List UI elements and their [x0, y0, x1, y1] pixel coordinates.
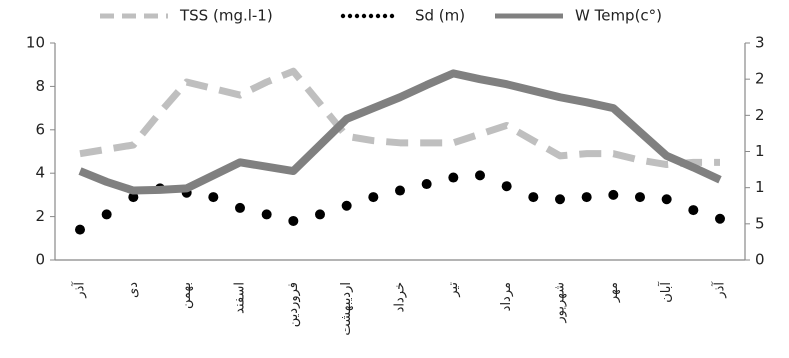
dot: [421, 179, 432, 190]
y2-tick-label: 1: [755, 142, 765, 160]
x-tick-label: اردیبهشت: [339, 282, 354, 336]
x-tick-label: دی: [126, 282, 141, 298]
x-tick-label: خرداد: [393, 282, 408, 312]
dot: [555, 194, 565, 205]
legend-symbol: [368, 13, 374, 19]
dot: [635, 192, 645, 203]
y2-tick-label: 5: [755, 214, 765, 232]
y-tick-label: 0: [35, 251, 45, 269]
dot: [395, 185, 405, 196]
y2-tick-label: 1: [755, 178, 765, 196]
dot: [75, 224, 85, 235]
x-tick-label: آذر: [711, 281, 728, 299]
x-tick-label: شهریور: [553, 282, 568, 324]
dot: [528, 192, 539, 203]
y2-tick-label: 3: [755, 34, 765, 52]
dot: [341, 200, 352, 211]
dot: [368, 192, 379, 203]
x-tick-label: آذر: [71, 281, 88, 299]
legend-label: Sd (m): [415, 7, 465, 25]
y2-tick-label: 2: [755, 106, 765, 124]
legend-symbol: [347, 13, 353, 19]
dot: [261, 209, 272, 220]
dot: [315, 209, 325, 220]
legend-symbol: [340, 13, 346, 19]
dot: [235, 202, 245, 213]
legend-label: TSS (mg.l-1): [179, 7, 273, 25]
y-tick-label: 10: [26, 34, 45, 52]
x-tick-label: تیر: [446, 282, 461, 298]
dot: [448, 172, 459, 183]
y-tick-label: 4: [35, 164, 45, 182]
y2-tick-label: 0: [755, 251, 765, 269]
legend-symbol: [375, 13, 381, 19]
dot: [688, 205, 699, 216]
dot: [715, 213, 725, 224]
x-tick-label: بهمن: [179, 282, 194, 309]
x-tick-label: اسفند: [233, 282, 248, 314]
y2-tick-label: 2: [755, 70, 765, 88]
legend-symbol: [354, 13, 360, 19]
x-tick-label: فروردین: [286, 282, 301, 327]
dot: [475, 170, 485, 181]
series-line: [78, 69, 722, 195]
dot: [208, 192, 219, 203]
y-tick-label: 2: [35, 207, 45, 225]
series-line: [79, 67, 720, 169]
x-tick-label: آبان: [657, 281, 674, 303]
dot: [128, 192, 139, 203]
x-tick-label: مهر: [606, 282, 621, 303]
dot: [101, 209, 112, 220]
legend-symbol: [382, 13, 388, 19]
dot: [288, 215, 299, 226]
legend-symbol: [389, 13, 395, 19]
y-tick-label: 8: [35, 77, 45, 95]
dot: [661, 194, 672, 205]
legend-symbol: [361, 13, 367, 19]
legend-label: W Temp(c°): [575, 7, 662, 25]
y-tick-label: 6: [35, 120, 45, 138]
dot: [608, 189, 619, 200]
x-tick-label: مرداد: [499, 282, 514, 311]
dot: [581, 192, 592, 203]
dot: [501, 181, 512, 192]
